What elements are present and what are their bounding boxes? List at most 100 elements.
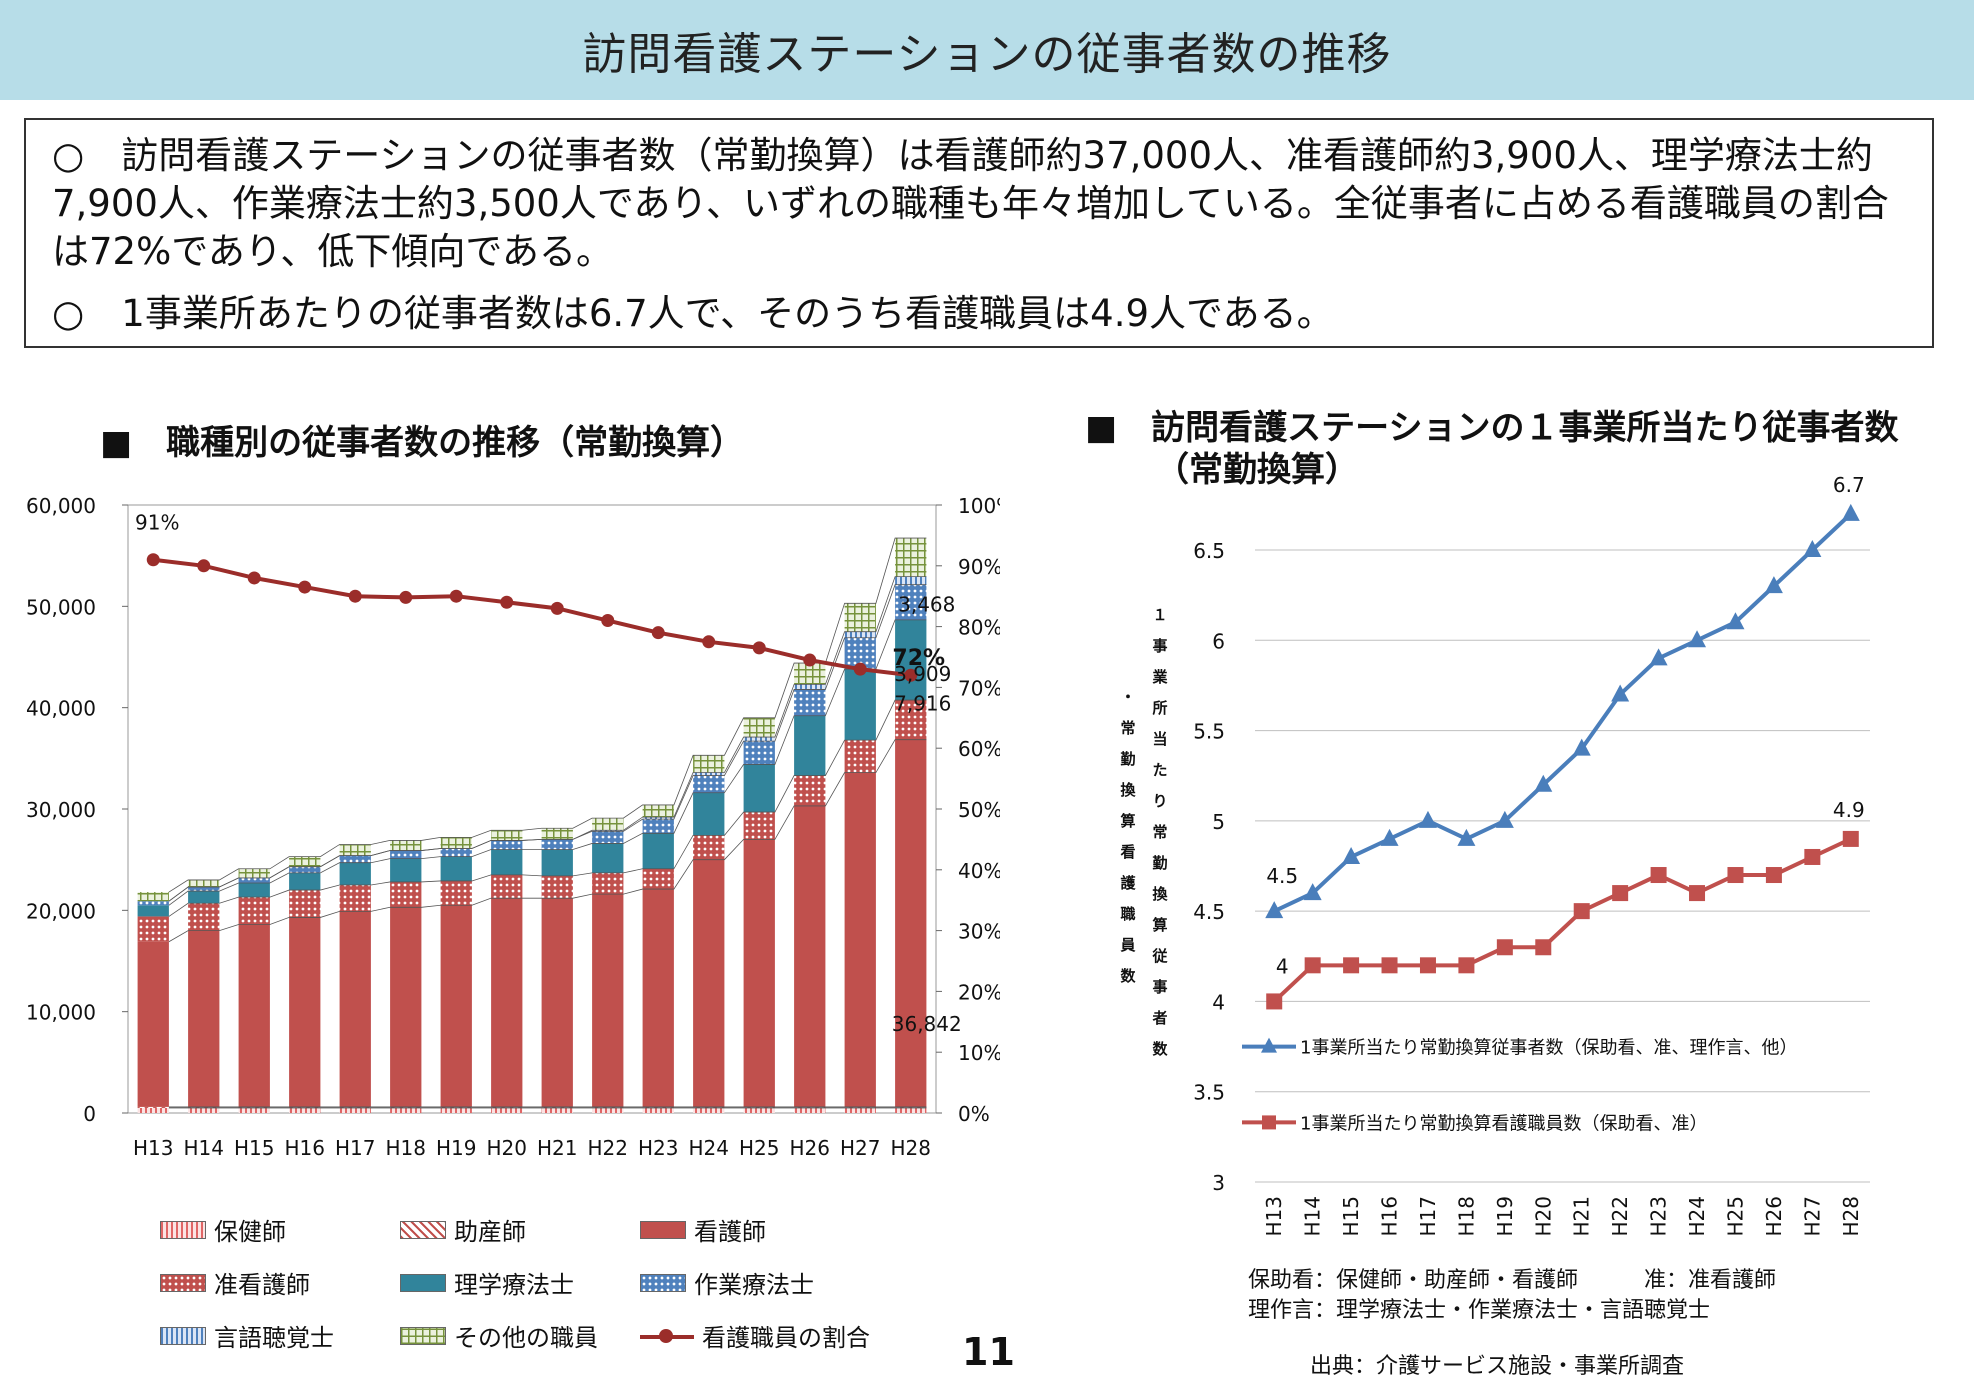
legend-label: 1事業所当たり常勤換算看護職員数（保助看、准）: [1300, 1113, 1707, 1134]
y-tick-label: 0: [83, 1102, 96, 1126]
x-tick-label: H13: [1262, 1196, 1286, 1237]
x-tick-label: H13: [133, 1136, 174, 1160]
x-tick-label: H18: [386, 1136, 427, 1160]
axis-label-char: 看: [1120, 843, 1135, 861]
series-point: [1612, 885, 1629, 902]
series-point: [1496, 939, 1513, 956]
bar-segment: [390, 1107, 422, 1113]
legend-label: その他の職員: [454, 1324, 598, 1352]
bar-segment: [390, 840, 422, 851]
bar-segment: [794, 1106, 826, 1108]
bar-segment: [188, 930, 220, 1107]
bar-segment: [390, 907, 422, 1107]
bar-segment: [491, 830, 523, 841]
bar-segment: [844, 1107, 876, 1113]
bar-segment: [440, 1107, 472, 1113]
axis-label-char: 換: [1120, 781, 1136, 799]
bar-segment: [592, 1107, 624, 1113]
bar-segment: [693, 792, 725, 836]
y-tick-label: 10,000: [26, 1001, 96, 1025]
legend-item-physical-therapist: 理学療法士: [400, 1265, 574, 1300]
title-bar: 訪問看護ステーションの従事者数の推移: [0, 0, 1974, 100]
axis-label-char: 常: [1152, 823, 1167, 841]
series-point: [1418, 810, 1437, 828]
legend-label: 作業療法士: [694, 1271, 814, 1299]
legend-item-assistant-nurse: 准看護師: [160, 1265, 310, 1300]
series-point: [1649, 648, 1668, 666]
bar-segment: [188, 1107, 220, 1113]
legend-swatch: [160, 1273, 206, 1292]
y-axis-label-left-column: ・常勤換算看護職員数: [1119, 688, 1136, 985]
legend-item-public-health-nurse: 保健師: [160, 1212, 286, 1247]
series-point: [1727, 867, 1744, 884]
bar-segment: [188, 891, 220, 904]
ratio-point: [550, 601, 564, 615]
legend-item-other-staff: その他の職員: [400, 1318, 598, 1353]
abbrev-note-1: 保助看：保健師・助産師・看護師 准：准看護師: [1248, 1268, 1777, 1293]
axis-label-char: 員: [1119, 936, 1135, 954]
x-tick-label: H18: [1454, 1196, 1478, 1237]
bar-segment: [693, 775, 725, 793]
bar-segment: [289, 1106, 321, 1108]
x-tick-label: H17: [1416, 1196, 1440, 1237]
x-tick-label: H16: [1378, 1196, 1402, 1237]
legend-label: 理学療法士: [454, 1271, 574, 1299]
bar-segment: [390, 858, 422, 882]
bar-segment: [289, 1107, 321, 1113]
x-tick-label: H26: [790, 1136, 831, 1160]
ratio-point: [449, 589, 463, 603]
bar-segment: [188, 887, 220, 892]
abbrev-note-2: 理作言：理学療法士・作業療法士・言語聴覚士: [1248, 1298, 1711, 1323]
series-connector-line: [168, 576, 927, 902]
series-point: [1535, 939, 1552, 956]
bar-segment: [592, 830, 624, 832]
bar-segment: [238, 868, 270, 878]
bar-segment: [541, 849, 573, 876]
axis-label-char: 数: [1152, 1040, 1168, 1058]
bar-segment: [592, 1106, 624, 1108]
series-point: [1534, 774, 1553, 792]
bar-segment: [390, 850, 422, 859]
bar-segment: [188, 903, 220, 931]
y2-tick-label: 90%: [958, 555, 1000, 579]
bar-segment: [642, 817, 674, 820]
bar-segment: [592, 831, 624, 844]
series-first-label: 4.5: [1266, 864, 1298, 888]
x-tick-label: H14: [184, 1136, 225, 1160]
ratio-point: [247, 571, 261, 585]
page-number: 11: [962, 1330, 1015, 1374]
axis-label-char: 者: [1152, 1009, 1167, 1027]
series-point: [1573, 903, 1590, 920]
x-tick-label: H15: [1339, 1196, 1363, 1237]
y2-tick-label: 50%: [958, 798, 1000, 822]
x-tick-label: H24: [689, 1136, 730, 1160]
bar-segment: [743, 812, 775, 840]
series-last-label: 4.9: [1833, 798, 1865, 822]
series-point: [1381, 957, 1398, 974]
series-point: [1266, 993, 1283, 1010]
x-tick-label: H22: [1608, 1196, 1632, 1237]
bar-segment: [743, 737, 775, 742]
y2-tick-label: 10%: [958, 1041, 1000, 1065]
assistant-nurse-last-label: 3,909: [894, 662, 951, 686]
bar-segment: [137, 916, 169, 942]
bar-segment: [339, 844, 371, 856]
series-line: [1273, 512, 1853, 913]
bar-segment: [137, 905, 169, 917]
axis-label-char: 勤: [1152, 854, 1167, 872]
x-tick-label: H15: [234, 1136, 275, 1160]
legend-label: 准看護師: [214, 1271, 310, 1299]
bar-segment: [895, 739, 927, 1107]
axis-label-char: 所: [1152, 699, 1167, 717]
series-point: [1841, 503, 1860, 521]
bar-segment: [440, 905, 472, 1107]
summary-paragraph-1: ○ 訪問看護ステーションの従事者数（常勤換算）は看護師約37,000人、准看護師…: [52, 134, 1889, 273]
series-point: [1842, 830, 1859, 847]
bar-segment: [642, 804, 674, 818]
summary-paragraph-2: ○ 1事業所あたりの従事者数は6.7人で、そのうち看護職員は4.9人である。: [52, 292, 1334, 335]
axis-label-char: ・: [1120, 688, 1135, 706]
bar-segment: [743, 764, 775, 813]
y2-tick-label: 40%: [958, 859, 1000, 883]
bar-segment: [693, 859, 725, 1107]
bar-segment: [895, 700, 927, 740]
